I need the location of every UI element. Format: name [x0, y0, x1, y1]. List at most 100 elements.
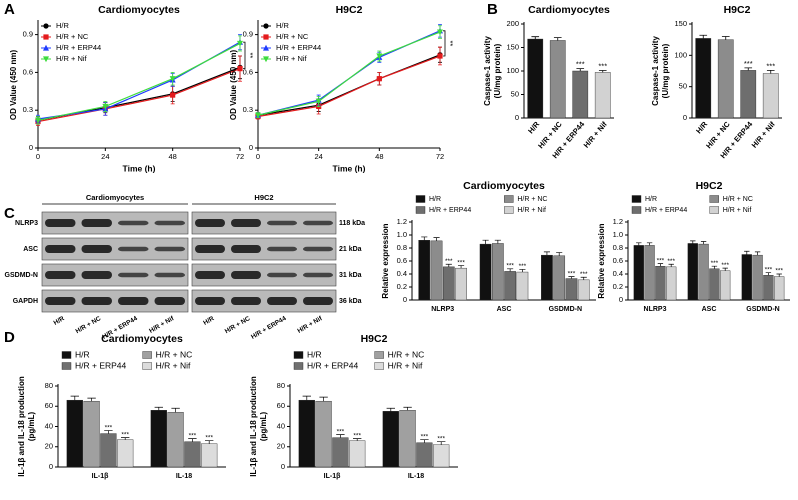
y-tick-label: 0	[619, 295, 623, 304]
blot-band	[303, 297, 333, 305]
x-axis-label: Time (h)	[333, 163, 366, 173]
line	[37, 68, 241, 123]
error-bar	[445, 263, 452, 267]
bar	[399, 410, 416, 468]
x-tick-label: GSDMD-N	[746, 306, 779, 313]
y-tick-label: 0	[29, 143, 33, 152]
blot-band	[267, 246, 297, 252]
bar	[167, 412, 184, 468]
legend-label: H/R + Nif	[388, 360, 423, 370]
marker	[376, 76, 382, 82]
error-bar	[494, 239, 501, 244]
x-tick-label: H/R	[526, 119, 542, 135]
blot-band	[45, 219, 76, 227]
significance: ***	[437, 435, 445, 442]
y-tick-label: 0.2	[397, 282, 407, 291]
legend-swatch	[61, 362, 72, 370]
blot-band	[267, 220, 297, 226]
error-bar	[507, 268, 514, 272]
x-tick-label: 48	[168, 152, 176, 161]
y-tick-label: 1.0	[397, 230, 407, 239]
significance: ***	[421, 433, 429, 440]
bar	[717, 39, 734, 119]
legend-marker	[43, 34, 49, 40]
blot-band	[231, 219, 261, 227]
bar	[382, 411, 399, 468]
error-bar	[319, 396, 328, 402]
legend-marker	[263, 34, 269, 40]
blot-band	[45, 245, 76, 253]
y-tick-label: 150	[506, 42, 519, 51]
legend-swatch	[142, 362, 152, 370]
legend-label: H/R	[645, 196, 657, 203]
error-bar	[171, 407, 180, 413]
legend-swatch	[61, 351, 72, 359]
blot-lane-label: H/R + NC	[75, 315, 103, 335]
bar	[418, 239, 431, 301]
blot-band	[45, 271, 76, 279]
significance: ***	[519, 263, 527, 270]
panel-letter: A	[4, 1, 15, 18]
chart-title: Cardiomyocytes	[98, 4, 180, 16]
legend-marker	[43, 23, 49, 29]
x-tick-label: IL-1β	[92, 473, 109, 480]
error-bar	[776, 273, 782, 277]
y-tick-label: 20	[277, 442, 285, 451]
bar	[572, 70, 589, 119]
x-tick-label: GSDMD-N	[549, 306, 582, 313]
x-tick-label: 24	[314, 152, 322, 161]
y-tick-label: 0.6	[397, 256, 407, 265]
legend-label: H/R	[276, 21, 290, 30]
error-bar	[721, 36, 730, 40]
error-bar	[531, 36, 540, 40]
significance: ***	[105, 424, 113, 431]
error-bar	[87, 397, 96, 402]
error-bar	[121, 437, 130, 440]
y-axis-label: OD Value (450 nm)	[9, 50, 18, 121]
y-tick-label: 60	[277, 401, 285, 410]
panel-letter: C	[4, 205, 15, 222]
x-tick-label: H/R + Nif	[750, 119, 777, 149]
legend-label: H/R + NC	[276, 32, 309, 41]
blot-row-label: ASC	[23, 246, 38, 253]
marker	[35, 117, 41, 124]
significance: ***	[457, 259, 465, 266]
marker	[237, 66, 243, 72]
legend-swatch	[504, 206, 514, 214]
line	[37, 42, 241, 121]
blot-band	[303, 246, 333, 252]
significance: ***	[189, 432, 197, 439]
bar	[752, 254, 763, 301]
bar	[695, 38, 712, 119]
bar	[442, 266, 455, 301]
significance: ***	[721, 262, 729, 269]
y-tick-label: 0	[281, 462, 285, 471]
error-bar	[403, 406, 412, 411]
error-bar	[711, 265, 718, 269]
marker	[437, 29, 443, 36]
blot-group-label: Cardiomyocytes	[86, 193, 144, 202]
y-tick-label: 0	[683, 113, 687, 122]
legend-label: H/R	[307, 349, 322, 359]
y-tick-label: 0.6	[23, 67, 33, 76]
legend-label: H/R + Nif	[56, 54, 88, 63]
blot-band	[303, 220, 333, 226]
legend-label: H/R	[429, 196, 441, 203]
blot-row-label: GAPDH	[13, 298, 38, 305]
error-bar	[543, 251, 550, 256]
bar	[184, 441, 201, 468]
significance: ***	[598, 62, 607, 71]
legend-label: H/R + ERP44	[645, 207, 687, 214]
x-tick-label: 48	[375, 152, 383, 161]
panel-letter: D	[4, 329, 15, 346]
y-tick-label: 0.4	[397, 269, 407, 278]
blot-strip	[41, 211, 189, 235]
blot-kda-label: 36 kDa	[339, 298, 362, 305]
legend-label: H/R + Nif	[156, 360, 191, 370]
legend-swatch	[374, 351, 384, 359]
significance: ***	[711, 260, 719, 267]
legend-swatch	[293, 351, 304, 359]
bar	[150, 410, 167, 468]
blot-band	[118, 246, 149, 252]
